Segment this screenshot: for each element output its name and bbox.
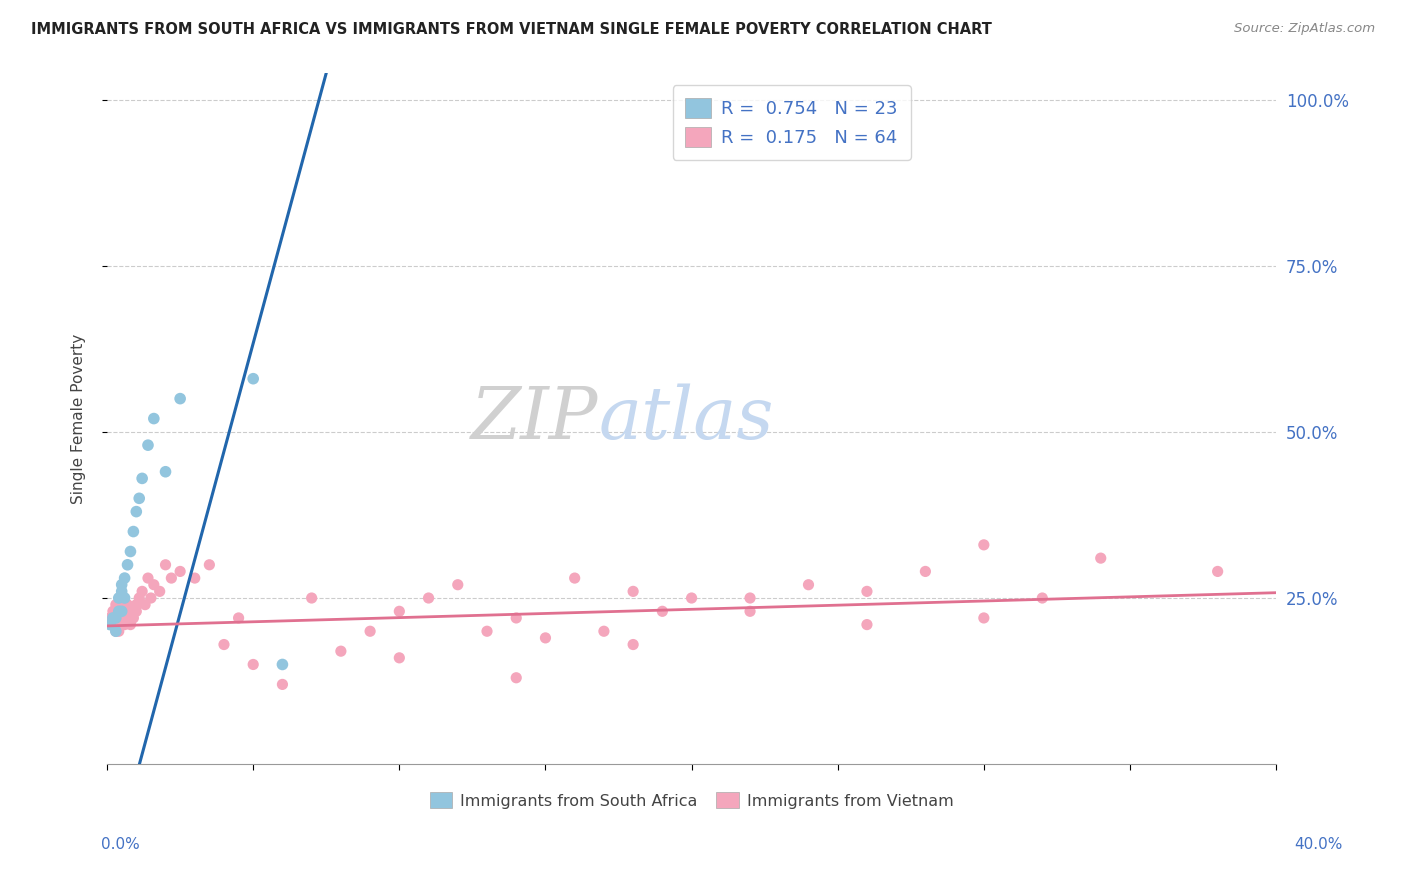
Point [114,571,136,585]
Point [122,611,145,625]
Point [856,584,879,599]
Point [122,524,145,539]
Point [1031,591,1053,605]
Point [111,598,134,612]
Point [505,611,527,625]
Point [114,591,136,605]
Point [111,604,134,618]
Point [128,591,150,605]
Point [104,611,127,625]
Text: 40.0%: 40.0% [1295,837,1343,852]
Point [149,584,172,599]
Point [169,392,191,406]
Point [160,571,183,585]
Point [621,638,644,652]
Point [117,598,139,612]
Point [107,604,129,618]
Point [131,584,153,599]
Point [1090,551,1112,566]
Point [1206,565,1229,579]
Point [139,591,162,605]
Text: 0.0%: 0.0% [101,837,141,852]
Point [125,505,148,519]
Point [212,638,235,652]
Point [973,538,995,552]
Point [388,650,411,665]
Point [534,631,557,645]
Point [101,617,124,632]
Point [418,591,440,605]
Point [155,558,177,572]
Point [973,611,995,625]
Point [120,617,142,632]
Point [101,611,124,625]
Point [271,657,294,672]
Point [447,578,470,592]
Point [114,604,136,618]
Point [131,471,153,485]
Point [914,565,936,579]
Point [134,598,156,612]
Point [621,584,644,599]
Point [98,611,121,625]
Y-axis label: Single Female Poverty: Single Female Poverty [72,334,86,504]
Point [242,657,264,672]
Point [856,617,879,632]
Point [388,604,411,618]
Point [681,591,703,605]
Point [120,604,142,618]
Point [117,558,139,572]
Point [120,544,142,558]
Point [359,624,381,639]
Point [125,598,148,612]
Point [111,584,134,599]
Point [242,372,264,386]
Point [125,604,148,618]
Point [111,578,134,592]
Point [155,465,177,479]
Point [104,598,127,612]
Point [271,677,294,691]
Point [104,624,127,639]
Point [738,591,761,605]
Text: IMMIGRANTS FROM SOUTH AFRICA VS IMMIGRANTS FROM VIETNAM SINGLE FEMALE POVERTY CO: IMMIGRANTS FROM SOUTH AFRICA VS IMMIGRAN… [31,22,991,37]
Point [169,565,191,579]
Point [228,611,250,625]
Point [593,624,616,639]
Point [104,611,127,625]
Point [107,591,129,605]
Point [475,624,498,639]
Text: atlas: atlas [598,384,773,454]
Text: Source: ZipAtlas.com: Source: ZipAtlas.com [1234,22,1375,36]
Point [104,624,127,639]
Point [114,617,136,632]
Point [128,491,150,506]
Point [117,611,139,625]
Point [101,604,124,618]
Legend: Immigrants from South Africa, Immigrants from Vietnam: Immigrants from South Africa, Immigrants… [423,786,960,815]
Point [107,604,129,618]
Point [505,671,527,685]
Text: ZIP: ZIP [471,384,598,454]
Point [142,411,165,425]
Point [301,591,323,605]
Point [738,604,761,618]
Point [136,438,159,452]
Point [98,617,121,632]
Point [184,571,207,585]
Point [111,611,134,625]
Point [142,578,165,592]
Point [107,624,129,639]
Point [198,558,221,572]
Point [797,578,820,592]
Point [651,604,673,618]
Point [111,617,134,632]
Point [564,571,586,585]
Point [136,571,159,585]
Point [329,644,352,658]
